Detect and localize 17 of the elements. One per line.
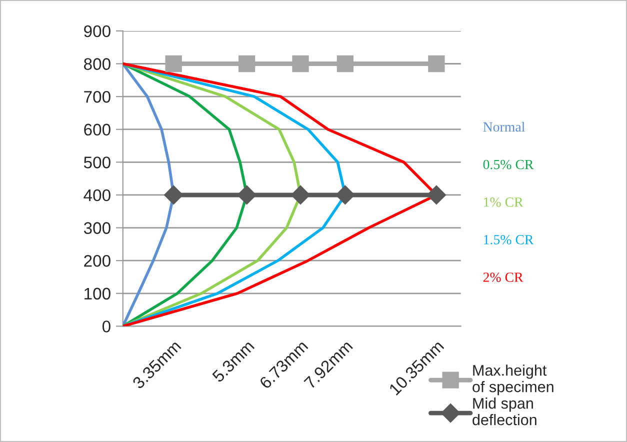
y-tick-label: 800	[84, 58, 110, 70]
y-tick-label: 300	[84, 222, 110, 234]
y-tick-label: 200	[84, 254, 110, 267]
text: 2% CR	[483, 272, 524, 282]
y-tick-label: 500	[84, 156, 110, 168]
legend-label: Mid span deflection	[472, 398, 536, 426]
y-tick-label: 600	[84, 124, 110, 136]
legend-label: Max.height of specimen	[472, 364, 554, 396]
y-tick-label: 100	[84, 288, 110, 300]
text: 1% CR	[484, 197, 524, 207]
text: 0.5% CR	[483, 160, 534, 170]
y-tick-label: 400	[84, 189, 110, 202]
text: Normal	[483, 122, 525, 132]
y-tick-label: 0	[102, 320, 110, 332]
y-tick-label: 700	[84, 90, 110, 103]
y-tick-label: 900	[84, 25, 110, 38]
text: 1.5% CR	[484, 234, 534, 244]
